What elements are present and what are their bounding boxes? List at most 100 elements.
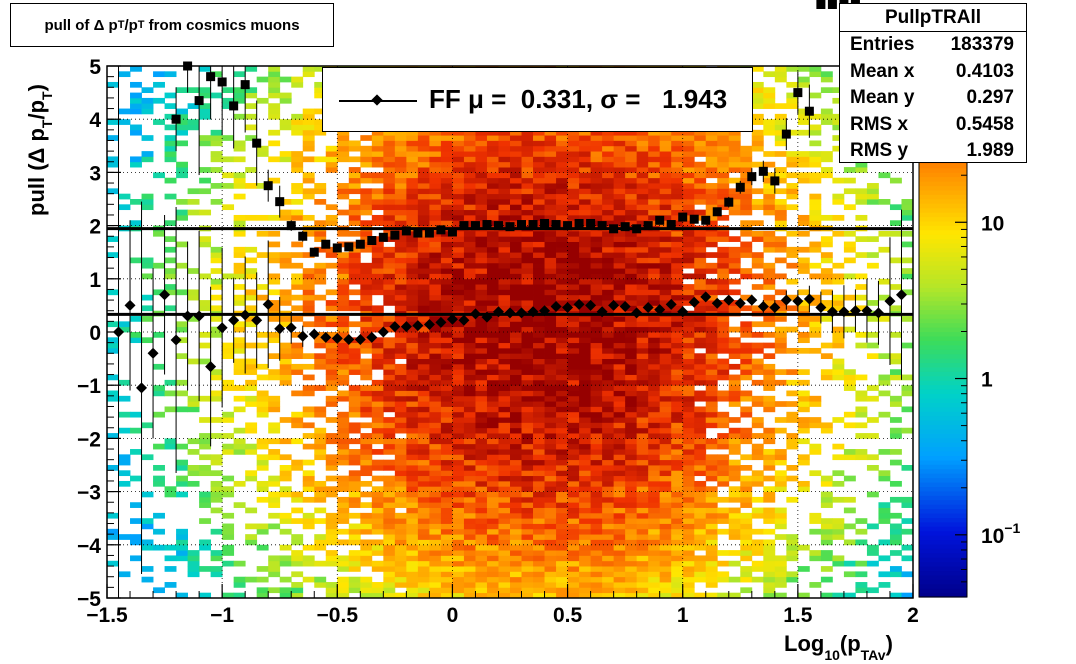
heatmap-cell xyxy=(567,353,580,359)
heatmap-cell xyxy=(682,209,695,216)
heatmap-cell xyxy=(544,582,557,588)
heatmap-cell xyxy=(774,332,787,338)
heatmap-cell xyxy=(510,326,522,333)
heatmap-cell xyxy=(533,486,545,492)
heatmap-cell xyxy=(337,369,350,375)
heatmap-cell xyxy=(797,177,810,184)
heatmap-cell xyxy=(556,230,568,237)
heatmap-cell xyxy=(717,230,730,237)
heatmap-cell xyxy=(625,289,638,296)
heatmap-cell xyxy=(625,252,638,258)
heatmap-cell xyxy=(659,374,672,381)
heatmap-cell xyxy=(533,268,545,274)
heatmap-cell xyxy=(383,465,396,471)
heatmap-cell xyxy=(751,512,764,519)
heatmap-cell xyxy=(625,300,638,306)
heatmap-cell xyxy=(176,534,188,540)
heatmap-cell xyxy=(567,300,580,306)
heatmap-cell xyxy=(406,395,419,402)
heatmap-cell xyxy=(659,363,672,370)
heatmap-cell xyxy=(256,284,269,290)
heatmap-cell xyxy=(797,262,810,269)
heatmap-cell xyxy=(371,145,384,152)
heatmap-cell xyxy=(832,230,845,237)
heatmap-cell xyxy=(694,496,707,503)
heatmap-cell xyxy=(360,294,373,301)
heatmap-cell xyxy=(625,220,638,226)
heatmap-cell xyxy=(740,528,753,535)
heatmap-cell xyxy=(751,129,764,136)
heatmap-cell xyxy=(463,534,476,540)
heatmap-cell xyxy=(832,337,845,344)
heatmap-cell xyxy=(579,358,591,365)
heatmap-cell xyxy=(648,555,661,562)
heatmap-cell xyxy=(533,230,545,237)
heatmap-cell xyxy=(590,475,603,482)
heatmap-cell xyxy=(406,316,419,322)
heatmap-cell xyxy=(567,305,580,312)
rms-point xyxy=(735,182,745,192)
heatmap-cell xyxy=(222,342,235,349)
heatmap-cell xyxy=(417,332,430,338)
heatmap-cell xyxy=(291,496,304,503)
heatmap-cell xyxy=(440,257,453,264)
heatmap-cell xyxy=(406,534,419,540)
heatmap-cell xyxy=(602,129,615,136)
heatmap-cell xyxy=(533,406,545,413)
heatmap-cell xyxy=(590,337,603,344)
heatmap-cell xyxy=(429,332,442,338)
heatmap-cell xyxy=(579,385,591,391)
heatmap-cell xyxy=(705,401,718,407)
heatmap-cell xyxy=(774,417,787,423)
heatmap-cell xyxy=(809,241,822,248)
heatmap-cell xyxy=(314,491,327,498)
heatmap-cell xyxy=(371,496,384,503)
heatmap-cell xyxy=(325,518,338,524)
heatmap-cell xyxy=(625,246,638,253)
heatmap-cell xyxy=(728,236,741,242)
heatmap-cell xyxy=(832,470,845,477)
heatmap-cell xyxy=(659,332,672,338)
heatmap-cell xyxy=(740,326,753,333)
heatmap-cell xyxy=(210,199,223,205)
heatmap-cell xyxy=(118,427,131,434)
rms-point xyxy=(701,215,711,225)
heatmap-cell xyxy=(694,369,707,375)
heatmap-cell xyxy=(694,236,707,242)
heatmap-cell xyxy=(820,214,833,221)
heatmap-cell xyxy=(556,587,568,594)
rms-point xyxy=(551,220,561,230)
heatmap-cell xyxy=(671,406,684,413)
heatmap-cell xyxy=(233,92,246,99)
heatmap-cell xyxy=(774,177,787,184)
heatmap-cell xyxy=(463,347,476,354)
heatmap-cell xyxy=(751,161,764,168)
heatmap-cell xyxy=(763,305,776,312)
heatmap-cell xyxy=(579,470,591,477)
heatmap-cell xyxy=(602,592,615,599)
heatmap-cell xyxy=(567,294,580,301)
heatmap-cell xyxy=(510,571,522,578)
heatmap-cell xyxy=(383,576,396,583)
heatmap-cell xyxy=(659,379,672,386)
heatmap-cell xyxy=(510,353,522,359)
heatmap-cell xyxy=(417,252,430,258)
heatmap-cell xyxy=(717,395,730,402)
heatmap-cell xyxy=(325,358,338,365)
heatmap-cell xyxy=(486,395,499,402)
heatmap-cell xyxy=(222,534,235,540)
heatmap-cell xyxy=(348,353,361,359)
heatmap-cell xyxy=(602,438,615,445)
heatmap-cell xyxy=(279,438,292,445)
heatmap-cell xyxy=(383,236,396,242)
heatmap-cell xyxy=(429,582,442,588)
heatmap-cell xyxy=(763,92,776,99)
heatmap-cell xyxy=(429,401,442,407)
heatmap-cell xyxy=(475,342,488,349)
heatmap-cell xyxy=(694,145,707,152)
heatmap-cell xyxy=(452,502,465,508)
heatmap-cell xyxy=(694,289,707,296)
heatmap-cell xyxy=(579,353,591,359)
heatmap-cell xyxy=(613,592,626,599)
heatmap-cell xyxy=(141,97,154,104)
